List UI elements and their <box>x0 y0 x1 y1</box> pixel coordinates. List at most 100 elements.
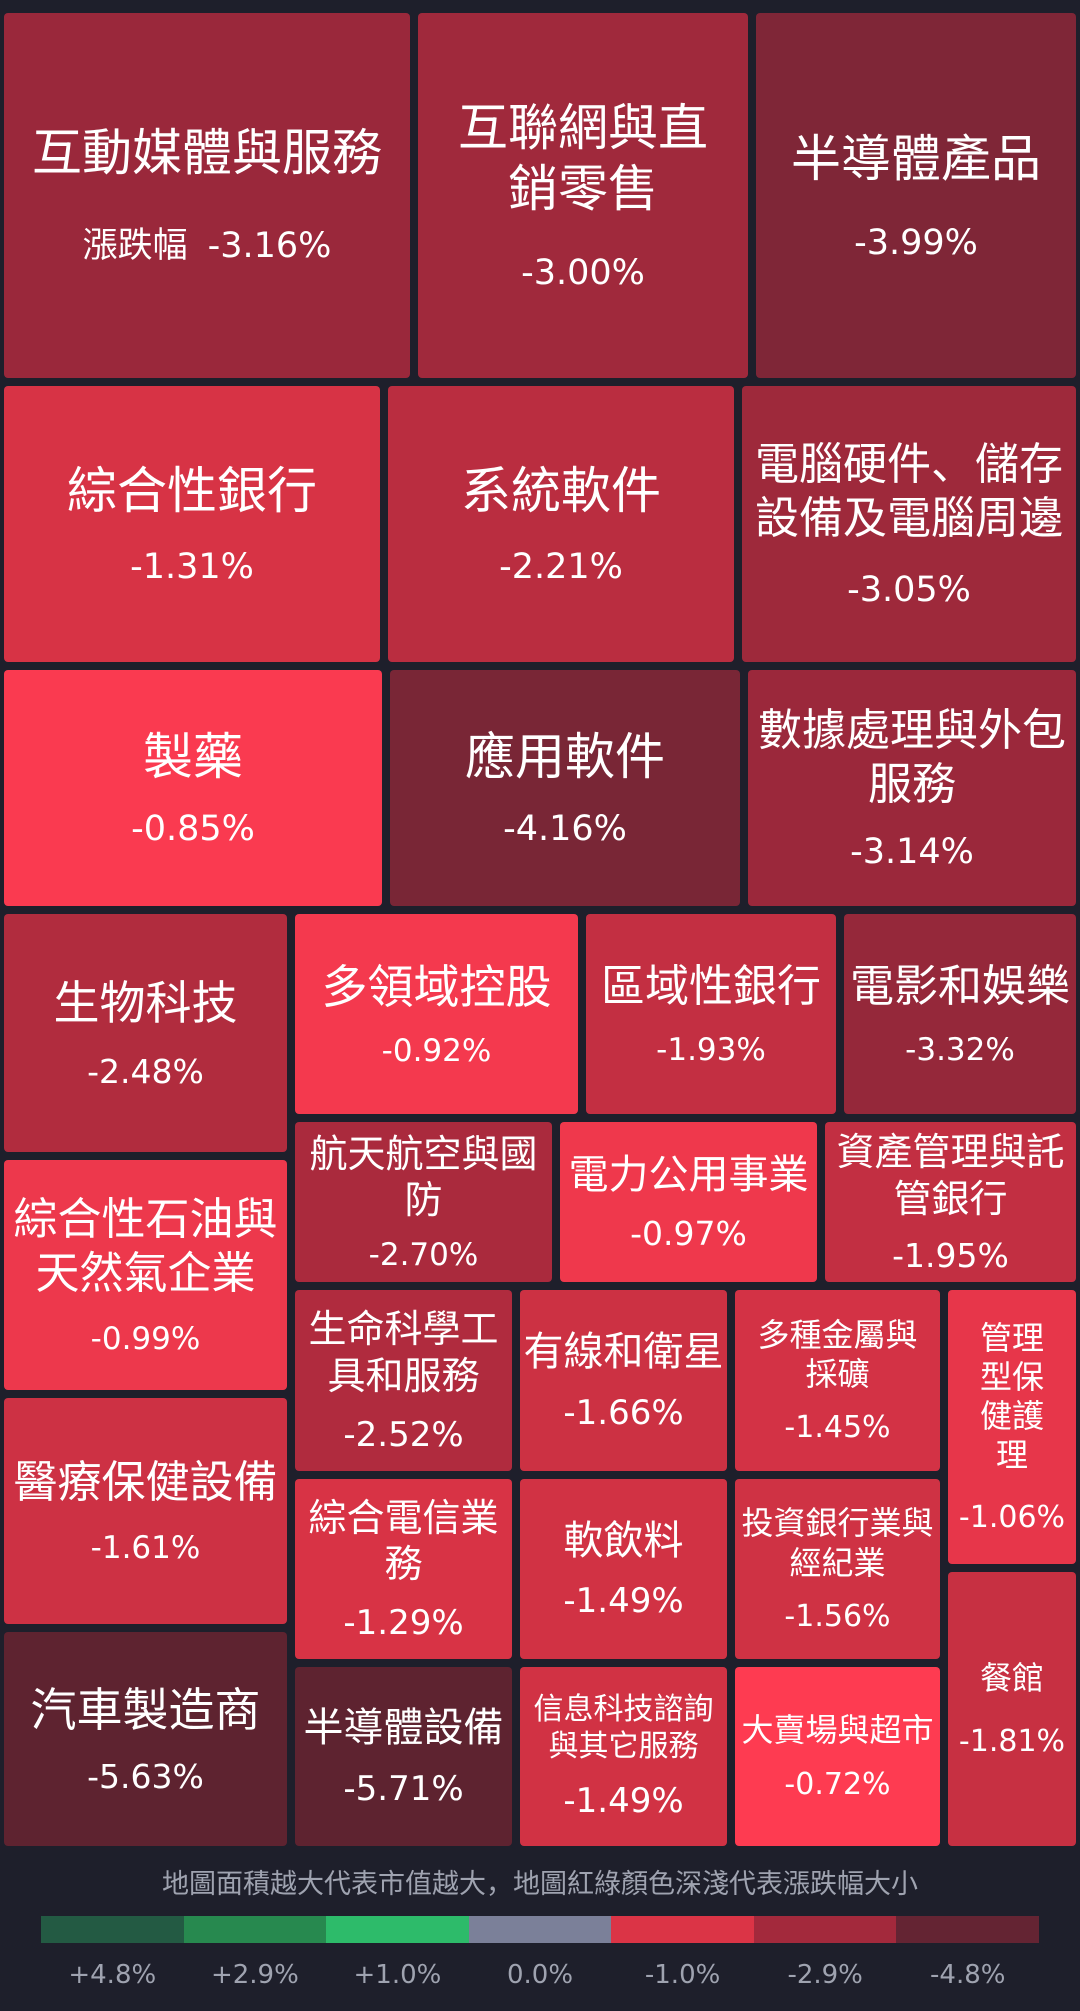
tile-change: -1.49% <box>563 1781 683 1821</box>
tile-name: 應用軟件 <box>465 728 665 786</box>
tile-change: -2.70% <box>369 1237 479 1273</box>
treemap-tile[interactable]: 電力公用事業 -0.97% <box>560 1122 817 1282</box>
color-scale <box>41 1916 1040 1943</box>
tile-change: -3.99% <box>854 223 978 263</box>
treemap-tile[interactable]: 綜合電信業務 -1.29% <box>295 1479 512 1659</box>
treemap-tile[interactable]: 有線和衛星 -1.66% <box>520 1290 727 1471</box>
tile-change: -3.32% <box>905 1032 1015 1068</box>
treemap-tile[interactable]: 餐館 -1.81% <box>948 1572 1076 1846</box>
tile-name: 製藥 <box>143 728 243 786</box>
treemap-tile[interactable]: 數據處理與外包服務 -3.14% <box>748 670 1076 906</box>
tile-name: 電影和娛樂 <box>850 961 1070 1013</box>
tile-change: -1.61% <box>91 1530 201 1566</box>
tile-change: -0.85% <box>131 809 255 849</box>
treemap-tile[interactable]: 信息科技諮詢與其它服務 -1.49% <box>520 1667 727 1846</box>
change-value: -3.00% <box>521 253 645 293</box>
tile-name: 互聯網與直銷零售 <box>458 99 708 218</box>
tile-name: 餐館 <box>979 1659 1044 1698</box>
tile-name: 航天航空與國防 <box>309 1131 538 1222</box>
tile-change: -1.29% <box>343 1603 463 1643</box>
treemap-tile[interactable]: 汽車製造商 -5.63% <box>4 1632 287 1846</box>
treemap-tile[interactable]: 應用軟件 -4.16% <box>390 670 740 906</box>
change-value: -0.99% <box>90 1321 201 1358</box>
treemap-tile[interactable]: 生物科技 -2.48% <box>4 914 287 1152</box>
color-scale-labels: +4.8% +2.9% +1.0% 0.0% -1.0% -2.9% -4.8% <box>41 1960 1039 1990</box>
change-value: -1.61% <box>90 1529 201 1566</box>
tile-name: 半導體產品 <box>791 129 1041 188</box>
tile-change: -1.66% <box>563 1393 683 1433</box>
treemap-tile[interactable]: 電影和娛樂 -3.32% <box>844 914 1076 1114</box>
tile-name: 汽車製造商 <box>30 1682 261 1737</box>
treemap-tile[interactable]: 綜合性銀行 -1.31% <box>4 386 380 662</box>
change-value: -1.81% <box>958 1723 1066 1759</box>
tile-name: 數據處理與外包服務 <box>758 704 1066 810</box>
change-value: -3.32% <box>905 1031 1015 1068</box>
tile-name: 醫療保健設備 <box>13 1457 278 1509</box>
treemap-tile[interactable]: 資產管理與託管銀行 -1.95% <box>825 1122 1076 1282</box>
tile-change: 漲跌幅 -3.16% <box>83 217 332 268</box>
treemap-tile[interactable]: 互動媒體與服務漲跌幅 -3.16% <box>4 13 410 378</box>
tile-name: 電腦硬件、儲存設備及電腦周邊 <box>755 438 1063 544</box>
change-value: -3.99% <box>854 222 978 263</box>
change-value: -3.14% <box>850 832 974 873</box>
tile-change: -5.71% <box>343 1769 463 1809</box>
treemap-tile[interactable]: 半導體產品 -3.99% <box>756 13 1076 378</box>
tile-name: 多領域控股 <box>321 959 552 1014</box>
change-value: -1.29% <box>343 1603 464 1644</box>
treemap-tile[interactable]: 半導體設備 -5.71% <box>295 1667 512 1846</box>
treemap: 互動媒體與服務漲跌幅 -3.16% 互聯網與直銷零售 -3.00% 半導體產品 -3.99… <box>4 13 1076 1846</box>
treemap-tile[interactable]: 航天航空與國防 -2.70% <box>295 1122 552 1282</box>
tile-change: -5.63% <box>87 1757 204 1796</box>
treemap-tile[interactable]: 投資銀行業與經紀業 -1.56% <box>735 1479 940 1659</box>
treemap-tile[interactable]: 系統軟件 -2.21% <box>388 386 734 662</box>
treemap-tile[interactable]: 區域性銀行 -1.93% <box>586 914 836 1114</box>
change-value: -2.48% <box>87 1052 204 1092</box>
change-value: -1.31% <box>130 547 254 587</box>
tile-change: -0.97% <box>630 1214 747 1253</box>
change-value: -1.49% <box>563 1581 684 1622</box>
treemap-tile[interactable]: 醫療保健設備 -1.61% <box>4 1398 287 1624</box>
change-value: -2.70% <box>368 1237 479 1274</box>
change-value: -2.21% <box>499 547 623 587</box>
change-value: -4.16% <box>503 809 627 849</box>
treemap-tile[interactable]: 製藥 -0.85% <box>4 670 382 906</box>
tile-name: 軟飲料 <box>563 1517 684 1564</box>
treemap-tile[interactable]: 多領域控股 -0.92% <box>295 914 578 1114</box>
treemap-tile[interactable]: 綜合性石油與天然氣企業 -0.99% <box>4 1160 287 1390</box>
color-scale-label: 0.0% <box>506 1960 574 1990</box>
color-scale-label: -1.0% <box>644 1960 721 1990</box>
treemap-tile[interactable]: 電腦硬件、儲存設備及電腦周邊 -3.05% <box>742 386 1076 662</box>
color-scale-label: -4.8% <box>930 1960 1006 1990</box>
tile-change: -1.56% <box>784 1599 890 1634</box>
tile-change: -1.93% <box>656 1032 766 1068</box>
tile-change: -1.45% <box>784 1410 890 1445</box>
legend-note: 地圖面積越大代表市值越大，地圖紅綠顏色深淺代表漲跌幅大小 <box>162 1869 918 1900</box>
change-value: -0.97% <box>630 1213 747 1253</box>
tile-change: -3.00% <box>521 253 645 293</box>
change-value: -5.71% <box>343 1768 464 1809</box>
treemap-tile[interactable]: 軟飲料 -1.49% <box>520 1479 727 1659</box>
color-scale-segment <box>753 1916 897 1943</box>
treemap-tile[interactable]: 多種金屬與採礦 -1.45% <box>735 1290 940 1471</box>
tile-name: 區域性銀行 <box>601 961 821 1013</box>
treemap-tile[interactable]: 管理型保健護理 -1.06% <box>948 1290 1076 1564</box>
tile-change: -4.16% <box>503 809 627 849</box>
color-scale-label: +1.0% <box>353 1960 442 1990</box>
tile-name: 生命科學工具和服務 <box>308 1307 499 1398</box>
tile-name: 綜合性石油與天然氣企業 <box>13 1193 278 1299</box>
change-value: -1.56% <box>784 1598 891 1634</box>
treemap-tile[interactable]: 大賣場與超市 -0.72% <box>735 1667 940 1846</box>
tile-name: 互動媒體與服務 <box>32 124 382 182</box>
tile-change: -2.48% <box>87 1052 204 1091</box>
change-value: -1.93% <box>656 1031 766 1068</box>
change-value: -1.45% <box>784 1410 891 1446</box>
tile-name: 生物科技 <box>53 975 238 1030</box>
change-value: -5.63% <box>87 1757 204 1797</box>
treemap-tile[interactable]: 互聯網與直銷零售 -3.00% <box>418 13 748 378</box>
change-value: -3.05% <box>847 570 971 611</box>
tile-name: 信息科技諮詢與其它服務 <box>533 1691 714 1764</box>
change-prefix-label: 漲跌幅 <box>82 226 188 266</box>
tile-change: -0.92% <box>382 1033 492 1069</box>
treemap-tile[interactable]: 生命科學工具和服務 -2.52% <box>295 1290 512 1471</box>
tile-change: -2.52% <box>343 1415 463 1455</box>
